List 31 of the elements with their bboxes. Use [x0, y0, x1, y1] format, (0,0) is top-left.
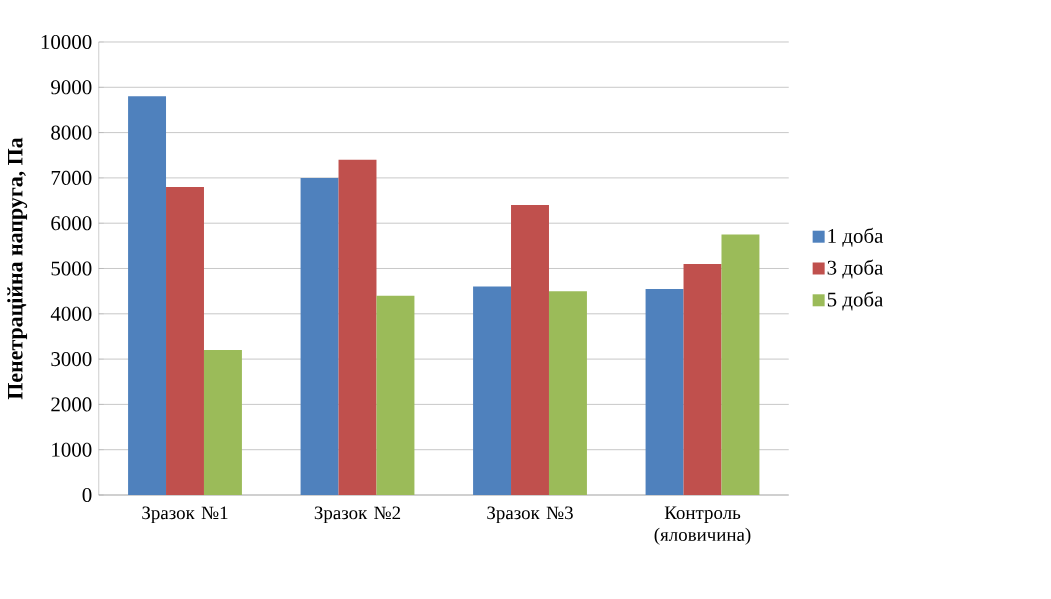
bar — [300, 177, 339, 495]
legend-label: 5 доба — [827, 291, 884, 311]
legend-label: 3 доба — [827, 259, 884, 279]
y-tick-label: 3000 — [51, 352, 92, 367]
x-tick-label: Зразок №2 — [314, 506, 401, 524]
bar — [376, 295, 415, 495]
y-tick-label: 8000 — [51, 125, 92, 140]
bar — [338, 159, 377, 495]
x-tick-label: Зразок №1 — [142, 506, 228, 524]
bar — [473, 286, 512, 495]
y-tick-label: 9000 — [51, 80, 92, 95]
y-tick-label: 6000 — [51, 216, 92, 231]
bar — [128, 96, 167, 495]
bar — [548, 291, 587, 495]
y-axis-title: Пенетраційна напруга, Па — [7, 137, 28, 400]
y-tick-label: 1000 — [52, 442, 92, 457]
y-tick-label: 7000 — [51, 170, 92, 185]
bar — [721, 234, 760, 495]
y-tick-label: 10000 — [41, 34, 92, 50]
legend-label: 1 доба — [828, 227, 884, 247]
bar — [511, 205, 549, 495]
bar — [683, 263, 722, 495]
x-tick-label: Контроль (яловичина) — [654, 506, 751, 545]
y-tick-label: 5000 — [51, 261, 92, 276]
bar — [203, 350, 242, 495]
bar — [645, 288, 684, 495]
y-tick-label: 4000 — [50, 306, 92, 321]
y-tick-label: 2000 — [51, 397, 92, 412]
x-tick-label: Зразок №3 — [487, 506, 573, 524]
y-tick-label: 0 — [82, 487, 92, 503]
bar — [166, 186, 204, 495]
